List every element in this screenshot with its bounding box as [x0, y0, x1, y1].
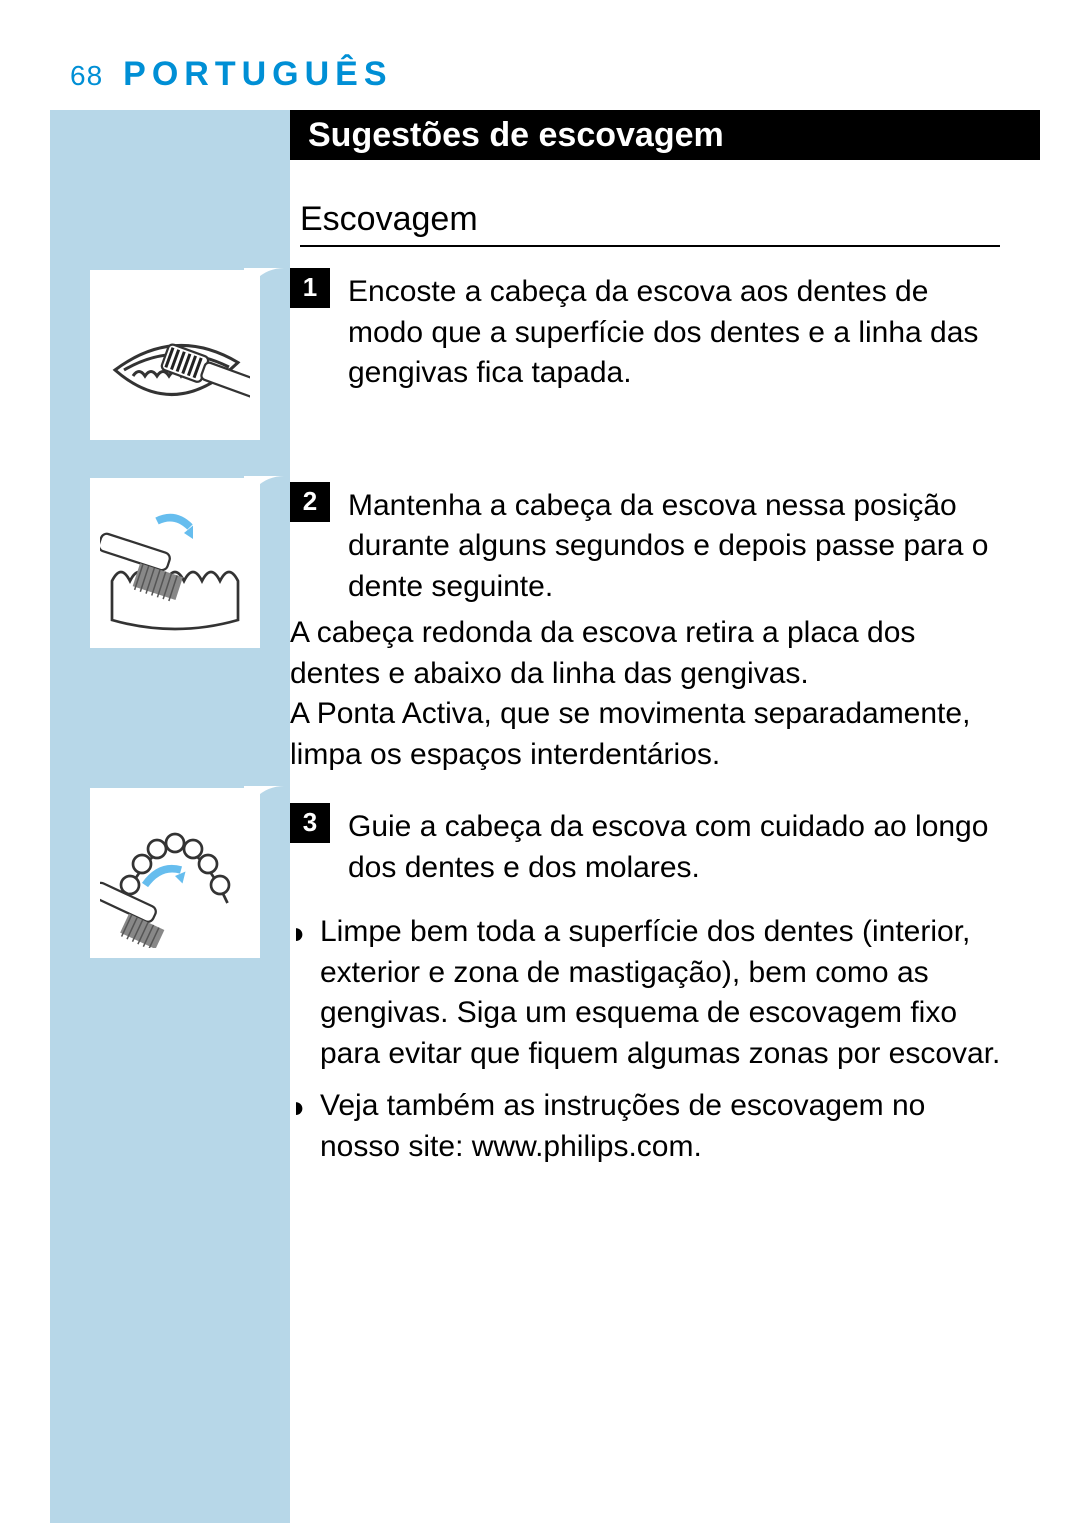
page-number: 68: [70, 60, 103, 92]
illustration-3: [90, 788, 260, 958]
section-title-bar: Sugestões de escovagem: [290, 110, 1040, 160]
figure-teeth-arch: [90, 788, 260, 958]
step-2-followup-1: A cabeça redonda da escova retira a plac…: [290, 613, 1010, 694]
step-number-1: 1: [290, 268, 330, 308]
figure-teeth-row: [90, 478, 260, 648]
step-3-text: Guie a cabeça da escova com cuidado ao l…: [348, 803, 1010, 888]
step-2-followup-2: A Ponta Activa, que se movimenta separad…: [290, 694, 1010, 775]
content-area: 1 Encoste a cabeça da escova aos dentes …: [290, 268, 1010, 1167]
subsection-title-text: Escovagem: [300, 200, 478, 238]
slot-corner-2: [244, 476, 284, 516]
bullet-glyph-2: ◗: [290, 1086, 312, 1167]
figure-teeth-side: [90, 270, 260, 440]
step-3: 3 Guie a cabeça da escova com cuidado ao…: [290, 803, 1010, 888]
step-number-3: 3: [290, 803, 330, 843]
illustration-2: [90, 478, 260, 648]
step-1-text: Encoste a cabeça da escova aos dentes de…: [348, 268, 1010, 394]
bullet-item-1: ◗ Limpe bem toda a superfície dos dentes…: [290, 912, 1010, 1074]
manual-page: 68 PORTUGUÊS Sugestões de escovagem Esco…: [0, 0, 1080, 1523]
step-2: 2 Mantenha a cabeça da escova nessa posi…: [290, 482, 1010, 608]
bullet-list: ◗ Limpe bem toda a superfície dos dentes…: [290, 912, 1010, 1167]
step-1: 1 Encoste a cabeça da escova aos dentes …: [290, 268, 1010, 394]
step-2-text: Mantenha a cabeça da escova nessa posiçã…: [348, 482, 1010, 608]
slot-corner-3: [244, 786, 284, 826]
page-header: 68 PORTUGUÊS: [70, 55, 970, 94]
slot-corner-1: [244, 268, 284, 308]
bullet-text-2: Veja também as instruções de escovagem n…: [320, 1086, 1010, 1167]
illustration-1: [90, 270, 260, 440]
section-title-text: Sugestões de escovagem: [308, 116, 724, 155]
bullet-text-1: Limpe bem toda a superfície dos dentes (…: [320, 912, 1010, 1074]
step-number-2: 2: [290, 482, 330, 522]
bullet-item-2: ◗ Veja também as instruções de escovagem…: [290, 1086, 1010, 1167]
bullet-glyph-1: ◗: [290, 912, 312, 1074]
subsection-title: Escovagem: [300, 200, 1000, 247]
language-label: PORTUGUÊS: [123, 55, 392, 94]
